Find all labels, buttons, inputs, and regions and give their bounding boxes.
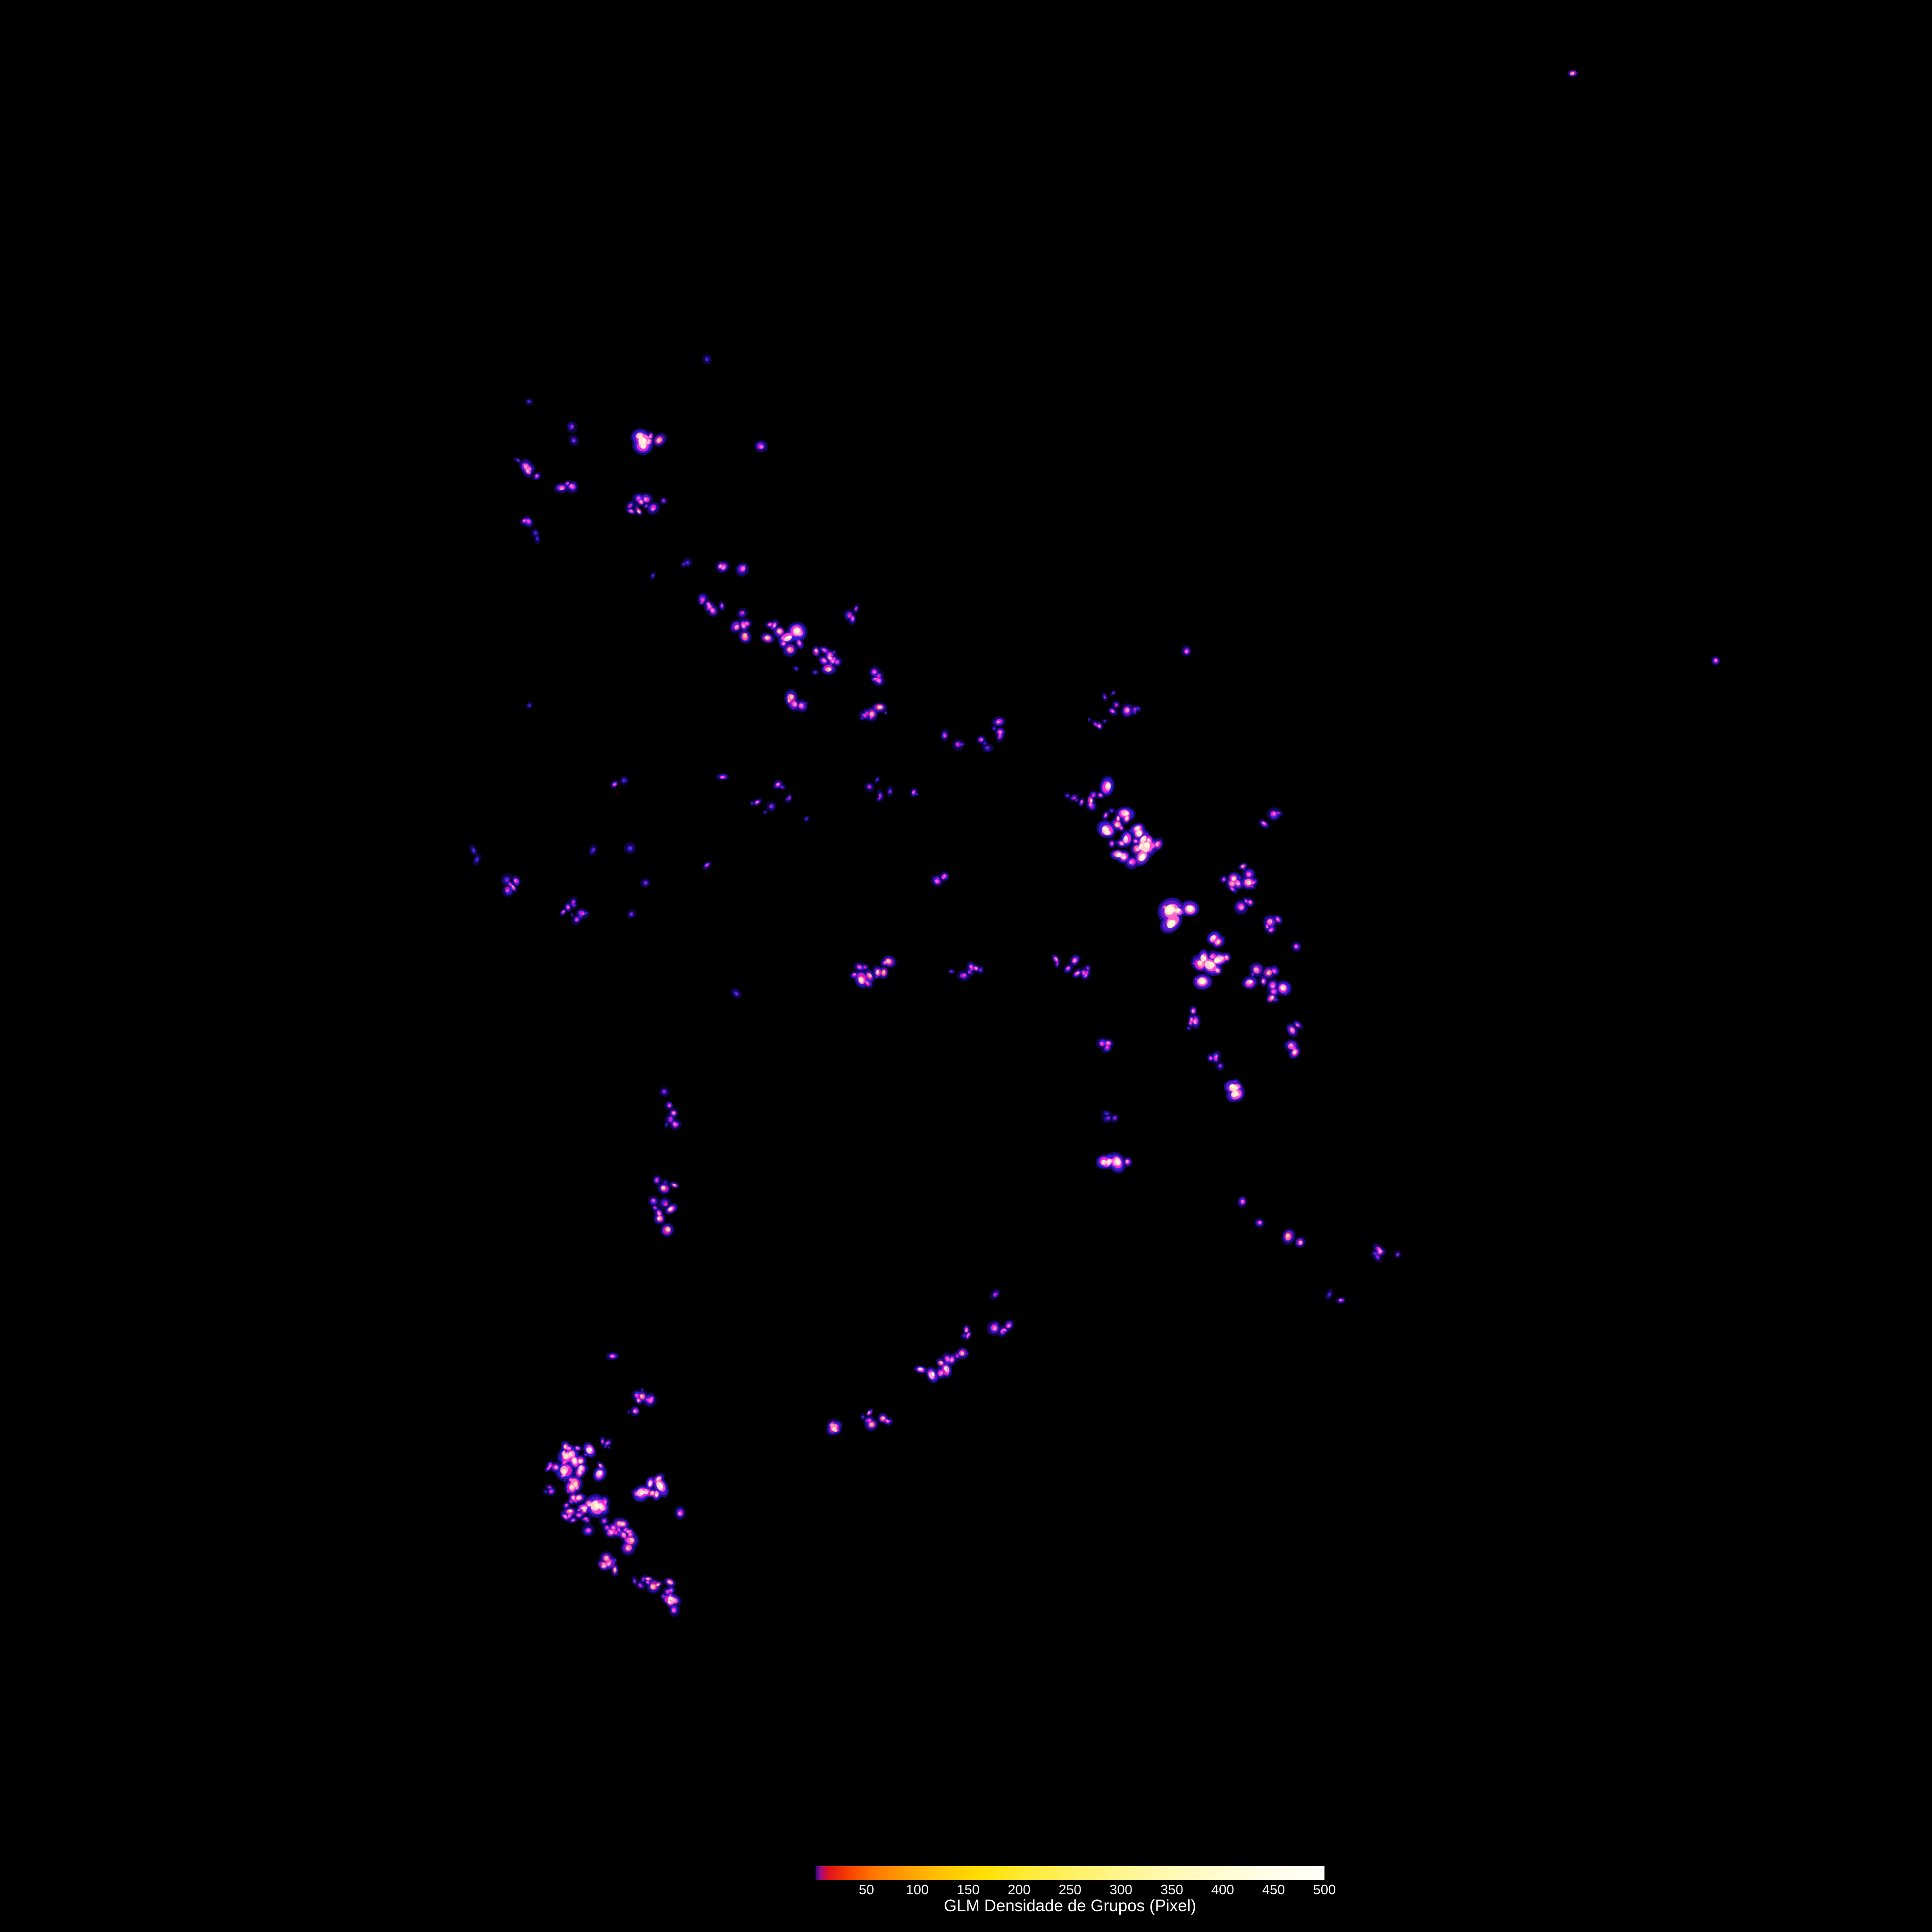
colorbar-tick: 50: [858, 1882, 874, 1898]
colorbar-tick: 100: [906, 1882, 929, 1898]
colorbar-tick: 300: [1109, 1882, 1133, 1898]
colorbar-tick: 450: [1262, 1882, 1285, 1898]
colorbar-ticks: 50 100 150 200 250 300 350 400 450 500: [816, 1880, 1336, 1898]
colorbar-tick: 150: [957, 1882, 980, 1898]
colorbar-tick: 350: [1160, 1882, 1183, 1898]
colorbar-tick: 400: [1211, 1882, 1234, 1898]
colorbar-tick: 500: [1313, 1882, 1336, 1898]
colorbar-tick: 200: [1008, 1882, 1031, 1898]
colorbar-label: GLM Densidade de Grupos (Pixel): [944, 1897, 1196, 1915]
colorbar-gradient: [816, 1866, 1324, 1880]
colorbar-tick: 250: [1058, 1882, 1082, 1898]
colorbar: 50 100 150 200 250 300 350 400 450 500 GLM Densid…: [816, 1866, 1336, 1915]
